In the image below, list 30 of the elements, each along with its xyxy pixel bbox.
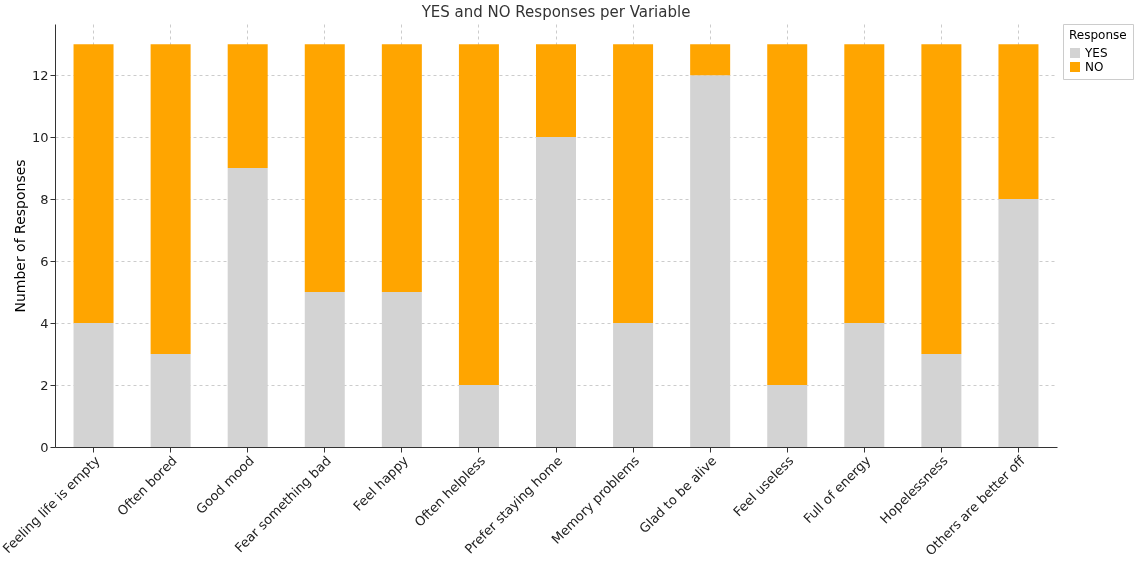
bar bbox=[150, 44, 191, 355]
bar bbox=[304, 44, 345, 293]
y-tick-label: 10 bbox=[31, 129, 49, 145]
chart-title: YES and NO Responses per Variable bbox=[420, 3, 691, 21]
y-axis-title: Number of Responses bbox=[11, 159, 28, 313]
bar bbox=[613, 44, 654, 324]
bar bbox=[613, 323, 654, 447]
y-tick-label: 12 bbox=[31, 67, 49, 83]
y-tick-label: 0 bbox=[40, 439, 49, 455]
bar bbox=[998, 199, 1039, 447]
bar bbox=[844, 44, 885, 324]
legend-title: Response bbox=[1069, 28, 1127, 42]
bar bbox=[536, 137, 576, 447]
y-tick-label: 6 bbox=[40, 253, 49, 269]
bar bbox=[767, 44, 808, 386]
legend-label: YES bbox=[1084, 46, 1108, 60]
bar bbox=[227, 44, 268, 169]
y-tick-label: 2 bbox=[40, 377, 49, 393]
bar bbox=[998, 44, 1039, 200]
bar bbox=[536, 44, 576, 138]
bar bbox=[73, 44, 114, 324]
y-tick-label: 4 bbox=[40, 315, 49, 331]
bar bbox=[690, 44, 731, 76]
bar bbox=[73, 323, 114, 447]
bar bbox=[381, 44, 422, 293]
bar bbox=[921, 44, 962, 355]
bar bbox=[150, 354, 191, 447]
y-tick-label: 8 bbox=[40, 191, 49, 207]
bar bbox=[458, 44, 499, 386]
legend-label: NO bbox=[1085, 60, 1104, 74]
